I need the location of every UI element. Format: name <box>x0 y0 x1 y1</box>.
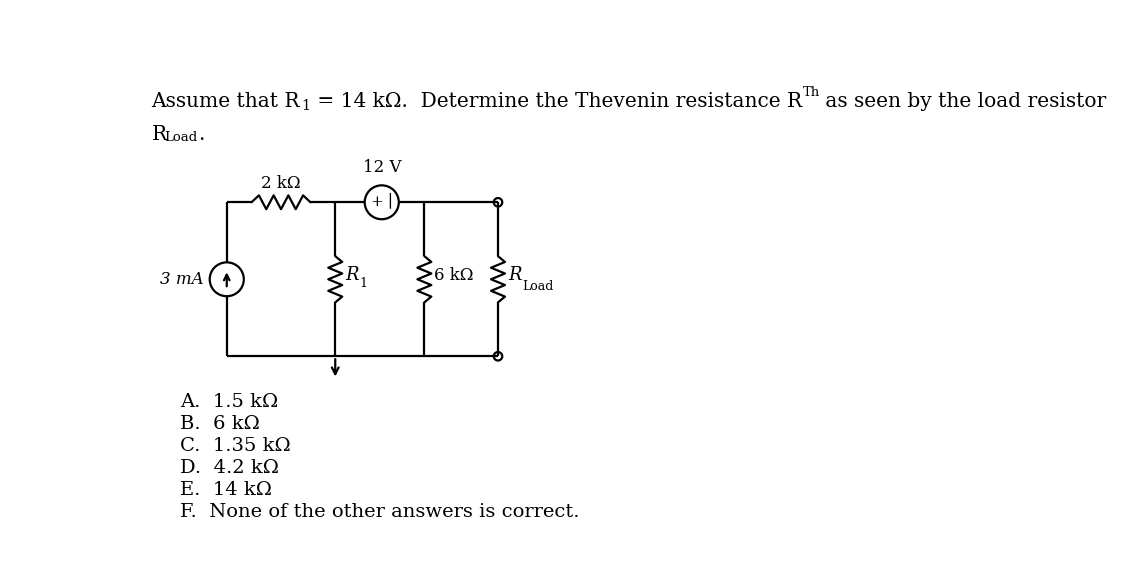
Text: .: . <box>198 125 205 144</box>
Text: R: R <box>345 267 359 285</box>
Text: R: R <box>152 125 166 144</box>
Text: +: + <box>370 194 383 208</box>
Text: Load: Load <box>164 132 198 144</box>
Text: A.  1.5 kΩ: A. 1.5 kΩ <box>180 393 278 411</box>
Text: E.  14 kΩ: E. 14 kΩ <box>180 481 273 499</box>
Text: = 14 kΩ.  Determine the Thevenin resistance R: = 14 kΩ. Determine the Thevenin resistan… <box>311 92 803 111</box>
Text: B.  6 kΩ: B. 6 kΩ <box>180 415 260 433</box>
Text: 6 kΩ: 6 kΩ <box>435 267 474 284</box>
Text: C.  1.35 kΩ: C. 1.35 kΩ <box>180 437 291 455</box>
Text: 1: 1 <box>301 99 310 113</box>
Circle shape <box>494 352 503 360</box>
Text: Th: Th <box>803 86 820 99</box>
Text: 3 mA: 3 mA <box>160 271 204 288</box>
Text: 1: 1 <box>359 278 367 290</box>
Text: ∣: ∣ <box>387 194 392 211</box>
Text: as seen by the load resistor: as seen by the load resistor <box>820 92 1106 111</box>
Text: 12 V: 12 V <box>362 159 401 176</box>
Text: D.  4.2 kΩ: D. 4.2 kΩ <box>180 459 280 477</box>
Text: Load: Load <box>522 281 554 293</box>
Text: F.  None of the other answers is correct.: F. None of the other answers is correct. <box>180 503 580 521</box>
Text: R: R <box>508 267 522 285</box>
Text: Assume that R: Assume that R <box>152 92 300 111</box>
Text: 2 kΩ: 2 kΩ <box>261 175 301 192</box>
Circle shape <box>494 198 503 207</box>
